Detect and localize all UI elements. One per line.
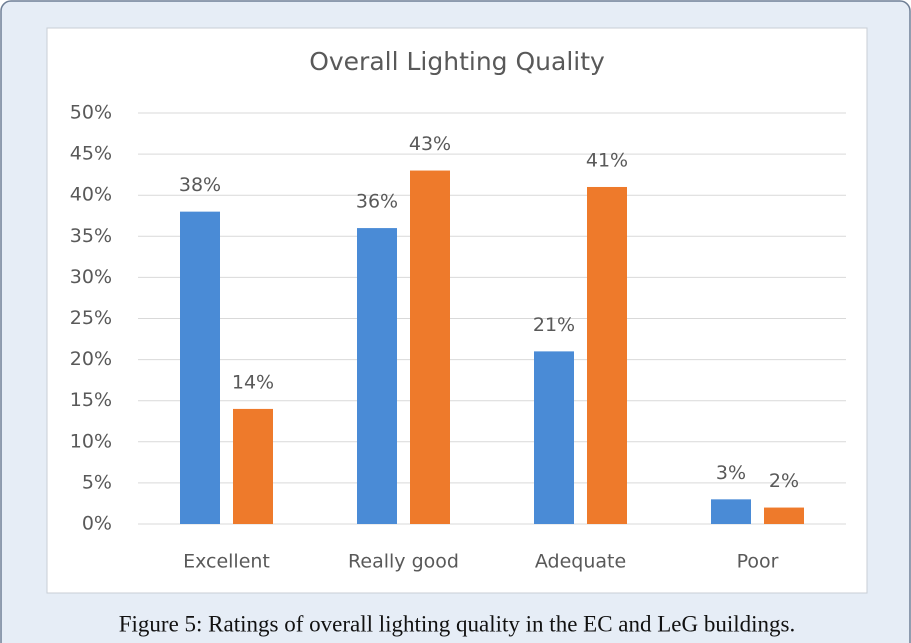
chart-title: Overall Lighting Quality	[309, 47, 605, 76]
value-label: 21%	[533, 314, 575, 336]
y-tick-label: 20%	[70, 348, 112, 370]
value-label: 41%	[586, 149, 628, 171]
y-tick-label: 40%	[70, 184, 112, 206]
x-tick-label: Adequate	[535, 551, 626, 573]
bar	[180, 211, 220, 524]
bar	[534, 351, 574, 524]
x-tick-label: Really good	[348, 551, 459, 573]
y-tick-label: 45%	[70, 143, 112, 165]
y-tick-label: 35%	[70, 225, 112, 247]
y-tick-label: 5%	[82, 471, 112, 493]
value-label: 14%	[232, 371, 274, 393]
bar	[764, 507, 804, 524]
value-label: 38%	[179, 174, 221, 196]
y-tick-label: 10%	[70, 430, 112, 452]
bar	[233, 408, 273, 524]
value-label: 3%	[716, 462, 746, 484]
bar	[711, 499, 751, 524]
bar	[357, 228, 397, 524]
bar	[587, 186, 627, 525]
y-tick-label: 25%	[70, 307, 112, 329]
value-label: 36%	[356, 191, 398, 213]
x-tick-label: Poor	[737, 551, 779, 573]
y-tick-label: 0%	[82, 513, 112, 535]
y-tick-label: 30%	[70, 266, 112, 288]
bar	[410, 170, 450, 525]
x-tick-label: Excellent	[183, 551, 270, 573]
y-tick-label: 50%	[70, 102, 112, 124]
y-tick-label: 15%	[70, 389, 112, 411]
value-label: 43%	[409, 133, 451, 155]
caption: Figure 5: Ratings of overall lighting qu…	[119, 611, 796, 636]
value-label: 2%	[769, 470, 799, 492]
